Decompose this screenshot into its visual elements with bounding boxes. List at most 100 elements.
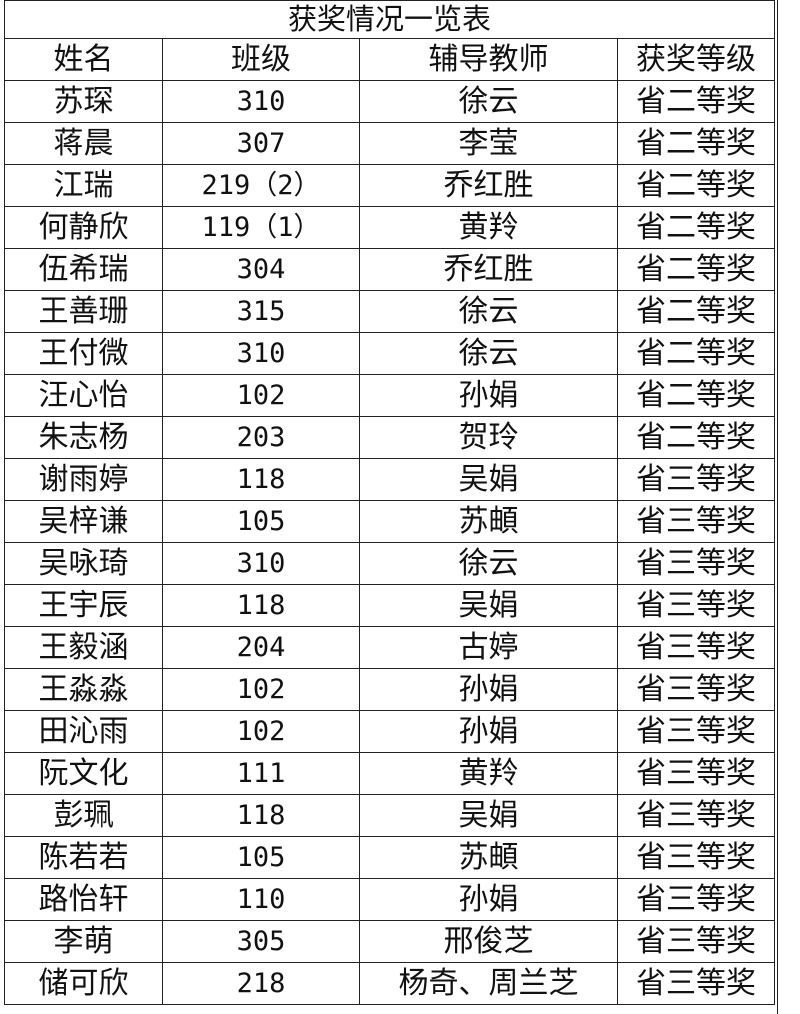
table-row: 江瑞 219（2） 乔红胜 省二等奖 bbox=[4, 164, 775, 207]
student-name: 何静欣 bbox=[4, 206, 163, 249]
table-row: 吴梓谦 105 苏頔 省三等奖 bbox=[4, 500, 775, 543]
student-name: 储可欣 bbox=[4, 962, 163, 1005]
award-level: 省三等奖 bbox=[617, 794, 775, 837]
award-level: 省三等奖 bbox=[617, 962, 775, 1005]
teacher: 杨奇、周兰芝 bbox=[359, 962, 618, 1005]
award-level: 省二等奖 bbox=[617, 416, 775, 459]
teacher: 苏頔 bbox=[359, 500, 618, 543]
class: 203 bbox=[162, 416, 360, 459]
award-level: 省三等奖 bbox=[617, 626, 775, 669]
sheet-edge bbox=[777, 0, 778, 1014]
table-row: 陈若若 105 苏頔 省三等奖 bbox=[4, 836, 775, 879]
award-level: 省二等奖 bbox=[617, 122, 775, 165]
award-level: 省三等奖 bbox=[617, 668, 775, 711]
teacher: 李莹 bbox=[359, 122, 618, 165]
class: 102 bbox=[162, 374, 360, 417]
table-row: 路怡轩 110 孙娟 省三等奖 bbox=[4, 878, 775, 921]
teacher: 吴娟 bbox=[359, 794, 618, 837]
teacher: 吴娟 bbox=[359, 458, 618, 501]
teacher: 徐云 bbox=[359, 542, 618, 585]
table-row: 李萌 305 邢俊芝 省三等奖 bbox=[4, 920, 775, 963]
table-row: 田沁雨 102 孙娟 省三等奖 bbox=[4, 710, 775, 753]
class: 315 bbox=[162, 290, 360, 333]
table-row: 苏琛 310 徐云 省二等奖 bbox=[4, 80, 775, 123]
award-level: 省二等奖 bbox=[617, 248, 775, 291]
award-level: 省二等奖 bbox=[617, 290, 775, 333]
teacher: 贺玲 bbox=[359, 416, 618, 459]
award-level: 省三等奖 bbox=[617, 752, 775, 795]
title-row: 获奖情况一览表 bbox=[4, 0, 775, 39]
teacher: 徐云 bbox=[359, 80, 618, 123]
table-body: 获奖情况一览表 姓名 班级 辅导教师 获奖等级 苏琛 310 徐云 省二等奖 蒋晨 307 李莹 省二… bbox=[4, 0, 775, 1005]
table-row: 王付微 310 徐云 省二等奖 bbox=[4, 332, 775, 375]
table-row: 朱志杨 203 贺玲 省二等奖 bbox=[4, 416, 775, 459]
teacher: 徐云 bbox=[359, 332, 618, 375]
student-name: 田沁雨 bbox=[4, 710, 163, 753]
award-level: 省二等奖 bbox=[617, 206, 775, 249]
award-level: 省三等奖 bbox=[617, 542, 775, 585]
student-name: 王善珊 bbox=[4, 290, 163, 333]
header-row: 姓名 班级 辅导教师 获奖等级 bbox=[4, 38, 775, 81]
class: 219（2） bbox=[162, 164, 360, 207]
table-row: 储可欣 218 杨奇、周兰芝 省三等奖 bbox=[4, 962, 775, 1005]
table-row: 谢雨婷 118 吴娟 省三等奖 bbox=[4, 458, 775, 501]
column-header: 班级 bbox=[162, 38, 360, 81]
student-name: 伍希瑞 bbox=[4, 248, 163, 291]
table-row: 何静欣 119（1） 黄羚 省二等奖 bbox=[4, 206, 775, 249]
teacher: 孙娟 bbox=[359, 710, 618, 753]
student-name: 吴咏琦 bbox=[4, 542, 163, 585]
class: 118 bbox=[162, 794, 360, 837]
award-level: 省三等奖 bbox=[617, 710, 775, 753]
table-title: 获奖情况一览表 bbox=[4, 0, 775, 39]
teacher: 邢俊芝 bbox=[359, 920, 618, 963]
class: 218 bbox=[162, 962, 360, 1005]
table-row: 蒋晨 307 李莹 省二等奖 bbox=[4, 122, 775, 165]
teacher: 孙娟 bbox=[359, 668, 618, 711]
class: 304 bbox=[162, 248, 360, 291]
table-row: 彭珮 118 吴娟 省三等奖 bbox=[4, 794, 775, 837]
class: 307 bbox=[162, 122, 360, 165]
award-level: 省三等奖 bbox=[617, 878, 775, 921]
class: 110 bbox=[162, 878, 360, 921]
class: 102 bbox=[162, 710, 360, 753]
student-name: 汪心怡 bbox=[4, 374, 163, 417]
student-name: 蒋晨 bbox=[4, 122, 163, 165]
student-name: 苏琛 bbox=[4, 80, 163, 123]
teacher: 徐云 bbox=[359, 290, 618, 333]
class: 111 bbox=[162, 752, 360, 795]
student-name: 彭珮 bbox=[4, 794, 163, 837]
student-name: 朱志杨 bbox=[4, 416, 163, 459]
class: 105 bbox=[162, 500, 360, 543]
award-level: 省二等奖 bbox=[617, 374, 775, 417]
class: 305 bbox=[162, 920, 360, 963]
student-name: 路怡轩 bbox=[4, 878, 163, 921]
class: 310 bbox=[162, 332, 360, 375]
class: 310 bbox=[162, 542, 360, 585]
table-row: 汪心怡 102 孙娟 省二等奖 bbox=[4, 374, 775, 417]
table-row: 吴咏琦 310 徐云 省三等奖 bbox=[4, 542, 775, 585]
student-name: 江瑞 bbox=[4, 164, 163, 207]
column-header: 获奖等级 bbox=[617, 38, 775, 81]
student-name: 阮文化 bbox=[4, 752, 163, 795]
student-name: 王付微 bbox=[4, 332, 163, 375]
award-level: 省三等奖 bbox=[617, 500, 775, 543]
class: 204 bbox=[162, 626, 360, 669]
award-table: 获奖情况一览表 姓名 班级 辅导教师 获奖等级 苏琛 310 徐云 省二等奖 蒋晨 307 李莹 省二… bbox=[4, 0, 775, 1005]
table-row: 阮文化 111 黄羚 省三等奖 bbox=[4, 752, 775, 795]
teacher: 乔红胜 bbox=[359, 164, 618, 207]
teacher: 古婷 bbox=[359, 626, 618, 669]
table-row: 王宇辰 118 吴娟 省三等奖 bbox=[4, 584, 775, 627]
award-level: 省三等奖 bbox=[617, 836, 775, 879]
student-name: 吴梓谦 bbox=[4, 500, 163, 543]
student-name: 王毅涵 bbox=[4, 626, 163, 669]
table-row: 王毅涵 204 古婷 省三等奖 bbox=[4, 626, 775, 669]
teacher: 黄羚 bbox=[359, 206, 618, 249]
student-name: 谢雨婷 bbox=[4, 458, 163, 501]
teacher: 吴娟 bbox=[359, 584, 618, 627]
column-header: 姓名 bbox=[4, 38, 163, 81]
award-level: 省二等奖 bbox=[617, 80, 775, 123]
class: 310 bbox=[162, 80, 360, 123]
class: 119（1） bbox=[162, 206, 360, 249]
student-name: 陈若若 bbox=[4, 836, 163, 879]
